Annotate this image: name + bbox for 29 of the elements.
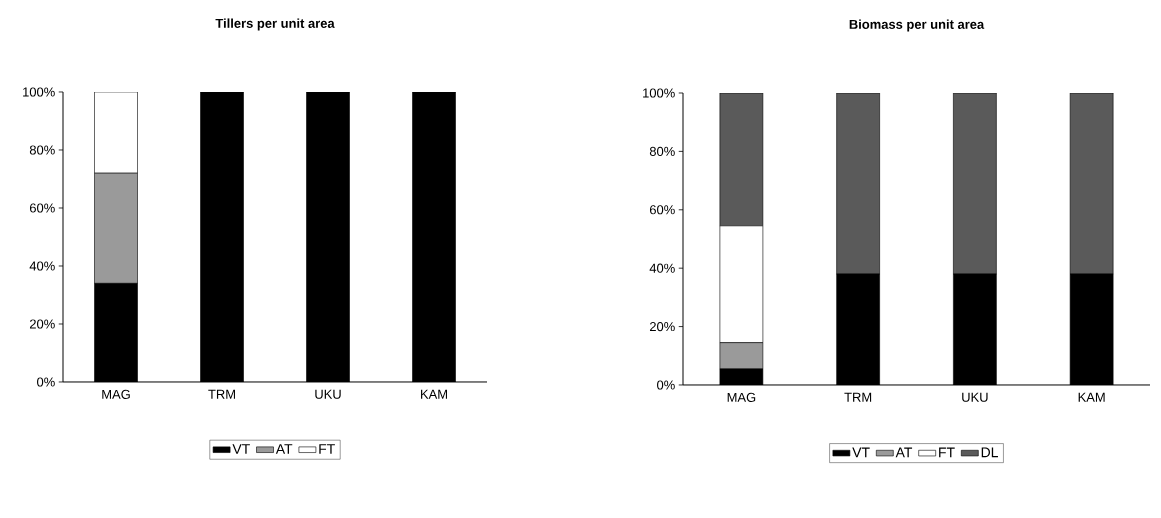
y-tick-label: 60%	[29, 203, 55, 213]
y-tick-label: 100%	[23, 87, 55, 97]
x-tick-label: UKU	[962, 392, 988, 402]
y-tick-label: 0%	[657, 380, 675, 390]
legend-label: DL	[981, 447, 998, 458]
chart-title: Tillers per unit area	[215, 18, 335, 31]
y-tick-label: 60%	[649, 205, 675, 215]
x-tick-label: KAM	[421, 389, 447, 399]
x-tick-label: UKU	[315, 389, 341, 399]
legend-label: AT	[895, 447, 913, 458]
legend-label: VT	[232, 444, 250, 454]
legend-label: FT	[939, 447, 955, 458]
x-tick-label: TRM	[844, 392, 872, 402]
legend-label: VT	[852, 447, 870, 458]
y-tick-label: 100%	[643, 88, 675, 98]
y-tick-label: 80%	[29, 145, 55, 155]
x-tick-label: TRM	[208, 389, 235, 399]
legend-label: FT	[319, 444, 335, 454]
x-tick-label: KAM	[1078, 392, 1105, 402]
y-tick-label: 40%	[29, 261, 55, 271]
x-tick-label: MAG	[102, 389, 130, 399]
y-tick-label: 20%	[29, 319, 55, 329]
y-tick-label: 80%	[649, 146, 675, 156]
y-tick-label: 20%	[649, 322, 675, 332]
x-tick-label: MAG	[727, 392, 756, 402]
legend-label: AT	[275, 444, 293, 454]
y-tick-label: 0%	[37, 377, 55, 387]
chart-title: Biomass per unit area	[849, 19, 985, 32]
y-tick-label: 40%	[649, 263, 675, 273]
